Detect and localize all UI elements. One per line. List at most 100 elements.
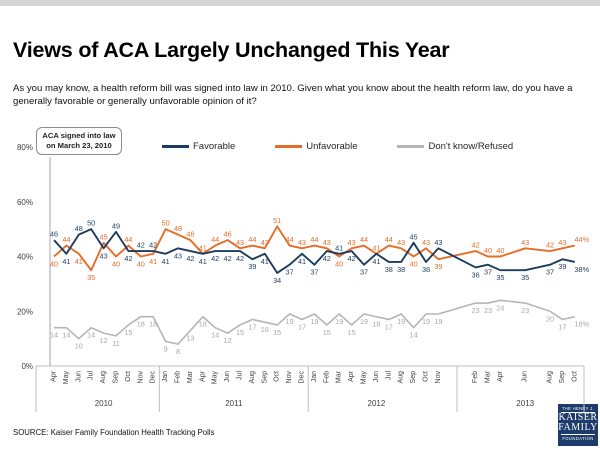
month-tick-label: Jun: [522, 371, 529, 382]
data-label-dontknow: 17: [558, 322, 566, 331]
legend-item-unfavorable: Unfavorable: [275, 141, 357, 152]
month-tick-label: Mar: [485, 370, 492, 383]
logo-line-3: FAMILY: [558, 422, 598, 433]
data-label-favorable: 48: [75, 224, 83, 233]
data-label-unfavorable: 35: [87, 273, 95, 282]
data-label-unfavorable: 40: [50, 260, 58, 269]
data-label-unfavorable: 44: [124, 235, 132, 244]
page-title: Views of ACA Largely Unchanged This Year: [13, 38, 450, 63]
data-label-favorable: 41: [372, 257, 380, 266]
data-label-dontknow: 19: [422, 317, 430, 326]
data-label-dontknow: 23: [484, 306, 492, 315]
month-tick-label: Jul: [237, 371, 244, 380]
month-tick-label: Oct: [125, 371, 132, 382]
data-label-unfavorable: 44: [286, 235, 294, 244]
data-label-unfavorable: 43: [558, 238, 566, 247]
slide-top-edge: [0, 0, 600, 6]
data-label-dontknow: 24: [496, 303, 504, 312]
legend-label: Don't know/Refused: [428, 141, 514, 152]
data-label-favorable: 34: [273, 276, 281, 285]
month-tick-label: Dec: [299, 371, 306, 384]
data-label-dontknow: 14: [87, 331, 95, 340]
data-label-dontknow: 15: [124, 328, 132, 337]
data-label-dontknow: 14: [62, 331, 70, 340]
data-label-unfavorable: 43: [298, 238, 306, 247]
data-label-favorable: 42: [186, 254, 194, 263]
month-tick-label: Apr: [51, 370, 58, 382]
data-label-favorable: 38: [385, 265, 393, 274]
data-label-unfavorable: 40: [484, 246, 492, 255]
data-label-dontknow: 8: [176, 347, 180, 356]
data-label-favorable: 41: [335, 243, 343, 252]
month-tick-label: Sep: [410, 371, 417, 384]
legend-item-don-t-know-refused: Don't know/Refused: [397, 141, 513, 152]
data-label-unfavorable: 46: [186, 230, 194, 239]
data-label-favorable: 39: [558, 262, 566, 271]
logo-line-4: FOUNDATION: [562, 436, 594, 441]
data-label-favorable: 45: [410, 232, 418, 241]
month-tick-label: Nov: [435, 371, 442, 384]
y-tick-label: 20%: [17, 307, 33, 316]
data-label-unfavorable: 45: [100, 232, 108, 241]
month-tick-label: Jan: [311, 371, 318, 382]
year-label: 2013: [516, 399, 534, 408]
data-label-dontknow: 19: [310, 317, 318, 326]
data-label-dontknow: 18%: [574, 320, 589, 329]
data-label-dontknow: 14: [410, 331, 418, 340]
data-label-dontknow: 12: [224, 336, 232, 345]
y-tick-label: 0%: [21, 362, 33, 371]
month-tick-label: Jul: [385, 371, 392, 380]
data-label-favorable: 42: [149, 241, 157, 250]
month-tick-label: Jul: [88, 371, 95, 380]
data-label-unfavorable: 40: [112, 260, 120, 269]
month-tick-label: Feb: [175, 371, 182, 383]
data-label-favorable: 42: [323, 254, 331, 263]
series-line-don-t-know-refused: [54, 299, 575, 345]
data-label-unfavorable: 42: [546, 241, 554, 250]
month-tick-label: Sep: [559, 371, 566, 384]
kff-logo: THE HENRY J. KAISER FAMILY FOUNDATION: [558, 404, 598, 446]
data-label-favorable: 38: [397, 265, 405, 274]
data-label-dontknow: 9: [164, 344, 168, 353]
data-label-dontknow: 18: [137, 320, 145, 329]
data-label-dontknow: 23: [472, 306, 480, 315]
data-label-dontknow: 17: [385, 322, 393, 331]
data-label-unfavorable: 44: [310, 235, 318, 244]
month-tick-label: Feb: [472, 371, 479, 383]
year-label: 2011: [225, 399, 243, 408]
data-label-favorable: 42: [211, 254, 219, 263]
logo-line-2: KAISER: [558, 412, 598, 423]
data-label-favorable: 43: [174, 251, 182, 260]
legend-swatch: [275, 145, 303, 148]
y-tick-label: 40%: [17, 253, 33, 262]
chart-legend: Favorable Unfavorable Don't know/Refused: [162, 141, 553, 152]
data-label-favorable: 50: [87, 219, 95, 228]
y-tick-label: 60%: [17, 198, 33, 207]
data-label-unfavorable: 48: [174, 224, 182, 233]
data-label-unfavorable: 44: [385, 235, 393, 244]
data-label-favorable: 37: [484, 268, 492, 277]
data-label-unfavorable: 50: [162, 219, 170, 228]
data-label-unfavorable: 43: [348, 238, 356, 247]
year-label: 2010: [95, 399, 113, 408]
legend-swatch: [397, 145, 425, 148]
month-tick-label: Jun: [224, 371, 231, 382]
data-label-favorable: 43: [100, 251, 108, 260]
series-line-favorable: [53, 228, 576, 274]
month-tick-label: Oct: [274, 371, 281, 382]
data-label-dontknow: 18: [372, 320, 380, 329]
data-label-unfavorable: 41: [199, 243, 207, 252]
legend-item-favorable: Favorable: [162, 141, 235, 152]
data-label-favorable: 41: [162, 257, 170, 266]
data-label-favorable: 39: [248, 262, 256, 271]
data-label-unfavorable: 44: [211, 235, 219, 244]
data-label-dontknow: 19: [397, 317, 405, 326]
data-label-unfavorable: 44: [248, 235, 256, 244]
data-label-unfavorable: 44: [62, 235, 70, 244]
month-tick-label: Apr: [348, 370, 355, 382]
data-label-favorable: 35: [521, 273, 529, 282]
data-label-favorable: 36: [472, 270, 480, 279]
data-label-favorable: 42: [124, 254, 132, 263]
data-label-unfavorable: 40: [496, 246, 504, 255]
data-label-unfavorable: 51: [273, 216, 281, 225]
